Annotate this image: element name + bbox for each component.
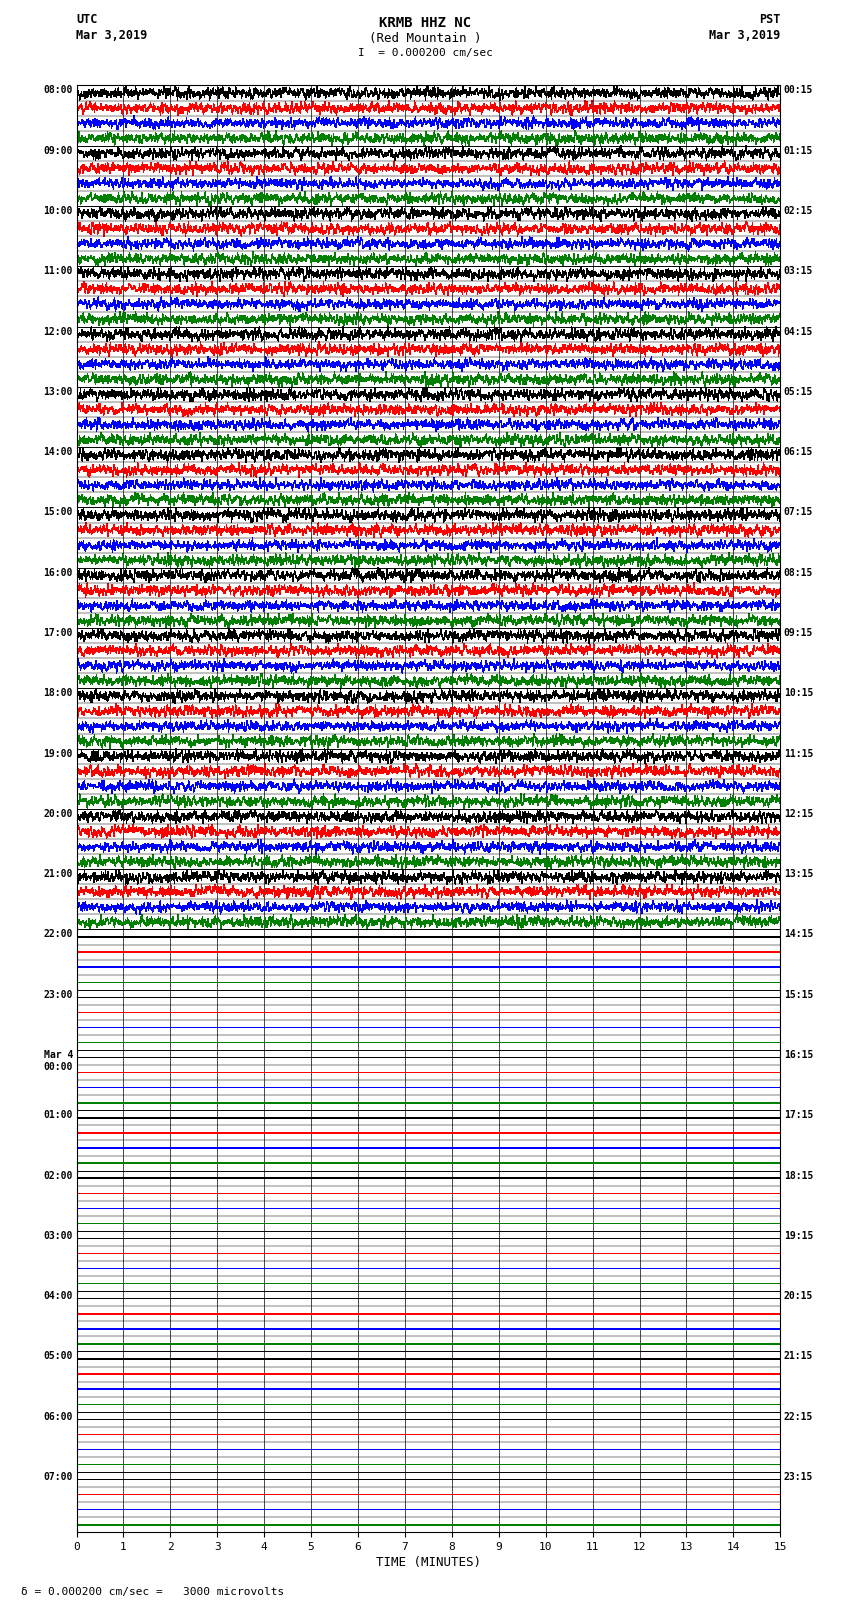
Text: 22:00: 22:00 bbox=[43, 929, 73, 939]
Text: 20:15: 20:15 bbox=[784, 1290, 813, 1302]
Text: 16:15: 16:15 bbox=[784, 1050, 813, 1060]
Text: δ = 0.000200 cm/sec =   3000 microvolts: δ = 0.000200 cm/sec = 3000 microvolts bbox=[21, 1587, 285, 1597]
Text: KRMB HHZ NC: KRMB HHZ NC bbox=[379, 16, 471, 31]
Text: 03:00: 03:00 bbox=[43, 1231, 73, 1240]
Text: 12:15: 12:15 bbox=[784, 810, 813, 819]
Text: 16:00: 16:00 bbox=[43, 568, 73, 577]
Text: 04:15: 04:15 bbox=[784, 326, 813, 337]
Text: 08:00: 08:00 bbox=[43, 85, 73, 95]
Text: 13:00: 13:00 bbox=[43, 387, 73, 397]
Text: 06:15: 06:15 bbox=[784, 447, 813, 456]
Text: Mar 3,2019: Mar 3,2019 bbox=[76, 29, 148, 42]
Text: UTC: UTC bbox=[76, 13, 98, 26]
Text: 04:00: 04:00 bbox=[43, 1290, 73, 1302]
Text: 08:15: 08:15 bbox=[784, 568, 813, 577]
Text: 21:15: 21:15 bbox=[784, 1352, 813, 1361]
Text: 09:00: 09:00 bbox=[43, 145, 73, 156]
Text: 18:00: 18:00 bbox=[43, 689, 73, 698]
Text: 10:00: 10:00 bbox=[43, 206, 73, 216]
Text: 13:15: 13:15 bbox=[784, 869, 813, 879]
Text: 15:00: 15:00 bbox=[43, 508, 73, 518]
Text: 15:15: 15:15 bbox=[784, 990, 813, 1000]
Text: 19:15: 19:15 bbox=[784, 1231, 813, 1240]
Text: 02:15: 02:15 bbox=[784, 206, 813, 216]
Text: 12:00: 12:00 bbox=[43, 326, 73, 337]
Text: 14:15: 14:15 bbox=[784, 929, 813, 939]
Text: Mar 4
00:00: Mar 4 00:00 bbox=[43, 1050, 73, 1071]
Text: (Red Mountain ): (Red Mountain ) bbox=[369, 32, 481, 45]
Text: 17:00: 17:00 bbox=[43, 627, 73, 639]
Text: I  = 0.000200 cm/sec: I = 0.000200 cm/sec bbox=[358, 48, 492, 58]
Text: 05:00: 05:00 bbox=[43, 1352, 73, 1361]
Text: 20:00: 20:00 bbox=[43, 810, 73, 819]
Text: 11:15: 11:15 bbox=[784, 748, 813, 758]
Text: 23:15: 23:15 bbox=[784, 1473, 813, 1482]
Text: 10:15: 10:15 bbox=[784, 689, 813, 698]
Text: 14:00: 14:00 bbox=[43, 447, 73, 456]
Text: 21:00: 21:00 bbox=[43, 869, 73, 879]
Text: Mar 3,2019: Mar 3,2019 bbox=[709, 29, 780, 42]
Text: 09:15: 09:15 bbox=[784, 627, 813, 639]
Text: 22:15: 22:15 bbox=[784, 1411, 813, 1421]
Text: 05:15: 05:15 bbox=[784, 387, 813, 397]
Text: 02:00: 02:00 bbox=[43, 1171, 73, 1181]
Text: 01:00: 01:00 bbox=[43, 1110, 73, 1121]
Text: 03:15: 03:15 bbox=[784, 266, 813, 276]
Text: 06:00: 06:00 bbox=[43, 1411, 73, 1421]
Text: 11:00: 11:00 bbox=[43, 266, 73, 276]
Text: 18:15: 18:15 bbox=[784, 1171, 813, 1181]
X-axis label: TIME (MINUTES): TIME (MINUTES) bbox=[376, 1557, 481, 1569]
Text: 07:00: 07:00 bbox=[43, 1473, 73, 1482]
Text: 17:15: 17:15 bbox=[784, 1110, 813, 1121]
Text: 01:15: 01:15 bbox=[784, 145, 813, 156]
Text: 07:15: 07:15 bbox=[784, 508, 813, 518]
Text: 23:00: 23:00 bbox=[43, 990, 73, 1000]
Text: PST: PST bbox=[759, 13, 780, 26]
Text: 19:00: 19:00 bbox=[43, 748, 73, 758]
Text: 00:15: 00:15 bbox=[784, 85, 813, 95]
